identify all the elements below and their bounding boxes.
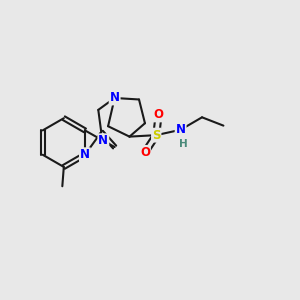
Text: S: S — [152, 129, 160, 142]
Text: O: O — [140, 146, 150, 159]
Text: N: N — [176, 123, 186, 136]
Text: N: N — [110, 92, 120, 104]
Text: O: O — [154, 108, 164, 122]
Text: N: N — [80, 148, 90, 161]
Text: N: N — [98, 134, 108, 147]
Text: H: H — [179, 139, 188, 149]
